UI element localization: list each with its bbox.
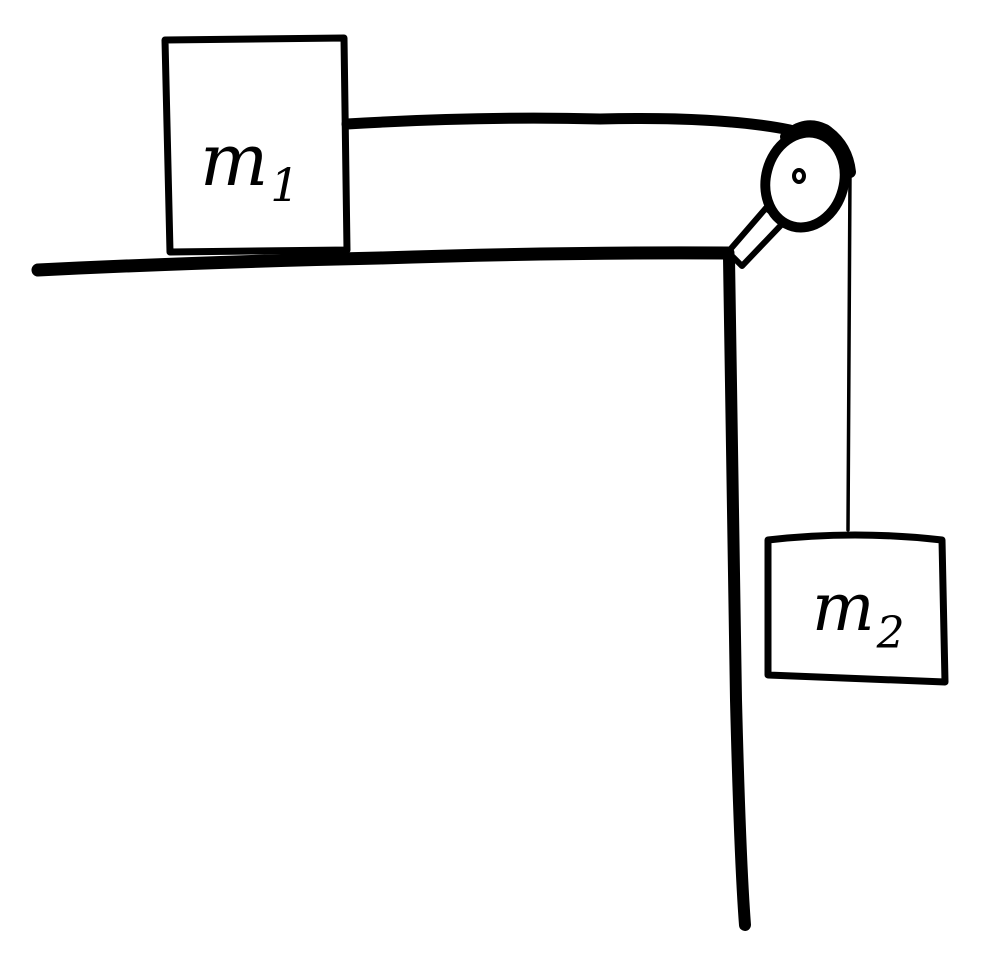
block-m2 xyxy=(764,531,949,686)
rope-vertical xyxy=(846,170,852,532)
pulley-wheel xyxy=(760,127,850,233)
table-edge xyxy=(723,252,751,931)
mass2-label: m2 xyxy=(812,569,905,659)
rope-horizontal xyxy=(341,112,796,136)
table-surface xyxy=(31,246,735,277)
block-m1 xyxy=(161,34,351,256)
pulley-axle xyxy=(792,168,806,184)
mass1-label: m1 xyxy=(200,118,300,212)
